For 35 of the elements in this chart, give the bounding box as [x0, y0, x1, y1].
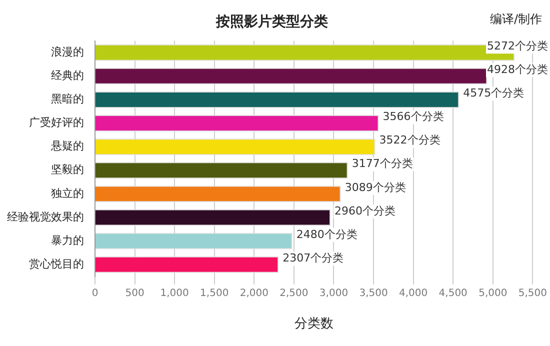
- data-label: 3177个分类: [352, 157, 413, 170]
- x-tick-label: 500: [125, 288, 144, 299]
- x-tick-label: 3,500: [359, 288, 388, 299]
- x-tick-label: 4,500: [438, 288, 468, 299]
- data-label: 3522个分类: [379, 134, 440, 147]
- y-tick-label: 广受好评的: [29, 116, 84, 130]
- x-tick-label: 5,500: [518, 288, 548, 299]
- y-tick-label: 黑暗的: [51, 92, 84, 106]
- y-tick-label: 独立的: [51, 186, 84, 200]
- y-tick-label: 赏心悦目的: [29, 257, 84, 270]
- x-tick-label: 5,000: [478, 288, 508, 299]
- y-tick-label: 浪漫的: [51, 45, 84, 58]
- data-label: 3566个分类: [382, 110, 444, 124]
- data-label: 5272个分类: [487, 39, 548, 52]
- x-tick-label: 3,000: [319, 288, 348, 299]
- text: 编译/制作: [490, 12, 542, 26]
- y-tick-label: 经验视觉效果的: [7, 210, 84, 224]
- data-label: 2307个分类: [282, 251, 344, 264]
- x-tick-label: 2,500: [280, 288, 308, 299]
- y-tick-label: 坚毅的: [51, 163, 84, 176]
- x-tick-label: 4,000: [398, 288, 428, 299]
- x-tick-label: 0: [92, 288, 98, 299]
- x-tick-label: 1,000: [160, 288, 189, 299]
- data-label: 4928个分类: [487, 63, 548, 76]
- chart-title: 按照影片类型分类: [215, 14, 328, 30]
- data-label: 2960个分类: [334, 204, 396, 218]
- y-tick-label: 经典的: [51, 69, 84, 82]
- x-axis-title: 分类数: [294, 316, 334, 332]
- data-label: 2480个分类: [296, 228, 358, 241]
- y-tick-label: 暴力的: [51, 234, 84, 247]
- data-label: 4575个分类: [463, 86, 524, 100]
- data-label: 3089个分类: [344, 180, 406, 194]
- x-tick-label: 1,500: [200, 288, 229, 299]
- x-tick-label: 2,000: [240, 288, 268, 299]
- y-tick-label: 悬疑的: [50, 140, 84, 153]
